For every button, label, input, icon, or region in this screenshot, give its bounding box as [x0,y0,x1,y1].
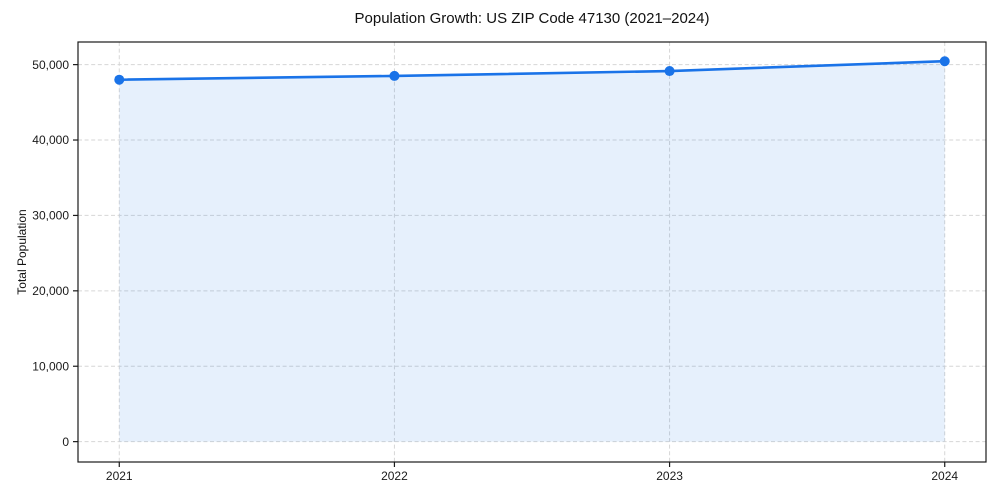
y-tick-label: 50,000 [32,58,69,72]
data-line [117,59,947,82]
x-tick-label: 2022 [381,469,408,483]
y-tick-label: 40,000 [32,133,69,147]
y-tick-label: 10,000 [32,359,69,373]
y-tick-label: 0 [62,435,69,449]
x-tick-label: 2023 [656,469,683,483]
x-tick-label: 2024 [931,469,958,483]
y-tick-label: 20,000 [32,284,69,298]
area-fill [119,61,945,442]
chart-title: Population Growth: US ZIP Code 47130 (20… [354,10,710,27]
data-point [939,56,950,67]
x-tick-label: 2021 [106,469,133,483]
plot-border [77,41,987,463]
data-point [114,74,125,85]
data-point [664,66,675,77]
data-point [389,70,400,81]
y-tick-label: 30,000 [32,209,69,223]
